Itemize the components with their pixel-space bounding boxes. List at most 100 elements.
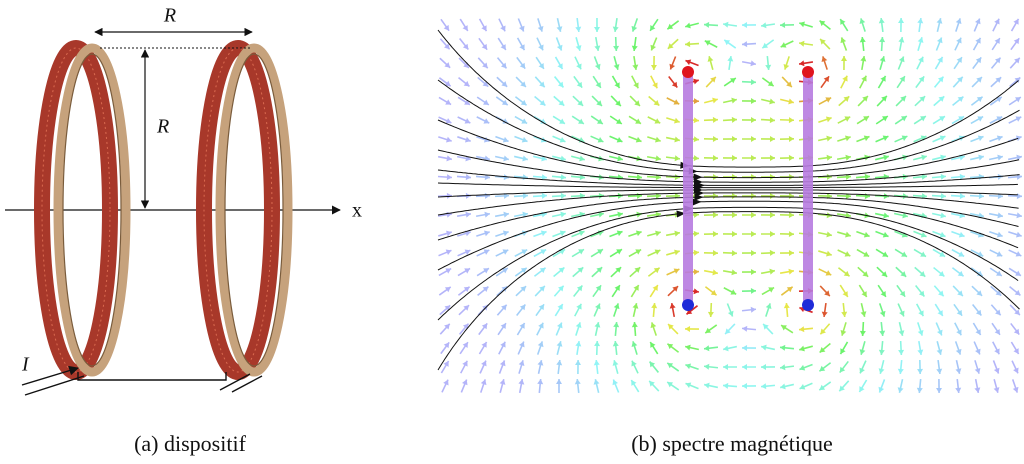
field-line bbox=[437, 192, 1019, 216]
arrow-head bbox=[617, 155, 623, 162]
arrow-shaft bbox=[439, 57, 451, 69]
arrow-shaft bbox=[970, 115, 984, 125]
arrow-head bbox=[616, 230, 623, 237]
field-arrow bbox=[631, 341, 638, 355]
field-arrow bbox=[667, 38, 679, 50]
arrow-head bbox=[560, 192, 566, 199]
field-arrow bbox=[836, 154, 852, 161]
arrow-head bbox=[1016, 154, 1022, 161]
arrow-head bbox=[939, 251, 946, 257]
arrow-head bbox=[445, 99, 452, 105]
arrow-shaft bbox=[951, 115, 965, 125]
arrow-head bbox=[920, 251, 926, 257]
field-arrow bbox=[932, 230, 946, 238]
arrow-head bbox=[596, 118, 603, 124]
field-arrow bbox=[665, 136, 681, 143]
field-arrow bbox=[972, 322, 982, 336]
arrow-head bbox=[996, 251, 1003, 257]
arrow-head bbox=[729, 78, 736, 84]
arrow-head bbox=[916, 387, 923, 393]
arrow-head bbox=[461, 379, 468, 386]
arrow-head bbox=[481, 43, 488, 50]
field-arrow bbox=[592, 284, 602, 298]
field-arrow bbox=[667, 323, 679, 335]
field-arrow bbox=[895, 95, 907, 107]
current-label: I bbox=[21, 354, 30, 376]
field-arrow bbox=[590, 135, 604, 143]
arrow-head bbox=[939, 231, 946, 238]
arrow-head bbox=[462, 360, 468, 367]
arrow-head bbox=[652, 285, 658, 291]
arrow-head bbox=[975, 309, 982, 316]
field-arrow bbox=[722, 116, 738, 123]
field-arrow bbox=[760, 173, 776, 180]
arrow-shaft bbox=[973, 18, 981, 32]
arrow-head bbox=[742, 22, 748, 29]
arrow-head bbox=[761, 344, 767, 351]
arrow-head bbox=[864, 193, 870, 200]
arrow-head bbox=[503, 155, 509, 162]
field-arrow bbox=[991, 37, 1001, 51]
arrow-head bbox=[762, 42, 769, 49]
arrow-head bbox=[615, 267, 622, 273]
field-arrow bbox=[879, 321, 886, 337]
field-arrow bbox=[609, 230, 623, 238]
field-arrow bbox=[726, 303, 734, 317]
arrow-head bbox=[978, 154, 984, 161]
field-arrow bbox=[914, 266, 926, 278]
arrow-head bbox=[522, 211, 528, 218]
field-arrow bbox=[741, 98, 757, 105]
arrow-head bbox=[767, 80, 774, 87]
field-arrow bbox=[722, 21, 738, 28]
arrow-head bbox=[1016, 173, 1022, 180]
field-arrow bbox=[836, 193, 852, 200]
field-arrow bbox=[630, 284, 640, 298]
arrow-head bbox=[597, 137, 604, 143]
field-arrow bbox=[650, 322, 658, 336]
field-arrow bbox=[955, 359, 962, 375]
field-arrow bbox=[898, 17, 905, 33]
field-arrow bbox=[575, 37, 582, 51]
field-arrow bbox=[666, 117, 680, 124]
arrow-shaft bbox=[437, 213, 453, 217]
field-arrow bbox=[932, 248, 946, 258]
arrow-head bbox=[956, 309, 963, 316]
arrow-shaft bbox=[969, 194, 985, 198]
field-arrow bbox=[439, 38, 451, 50]
arrow-head bbox=[996, 231, 1003, 238]
arrow-shaft bbox=[970, 267, 984, 277]
field-arrow bbox=[954, 341, 962, 355]
arrow-head bbox=[464, 99, 470, 105]
arrow-shaft bbox=[498, 341, 506, 355]
arrow-head bbox=[995, 96, 1002, 103]
field-arrow bbox=[476, 267, 490, 277]
field-line bbox=[437, 29, 1019, 168]
arrow-head bbox=[727, 56, 734, 62]
arrow-shaft bbox=[935, 322, 943, 336]
arrow-head bbox=[559, 249, 566, 255]
arrow-head bbox=[465, 230, 471, 237]
arrow-head bbox=[574, 379, 581, 385]
field-arrow bbox=[856, 135, 870, 143]
arrow-shaft bbox=[518, 378, 524, 394]
arrow-head bbox=[750, 79, 756, 86]
field-arrow bbox=[972, 37, 982, 51]
field-arrow bbox=[722, 250, 738, 257]
arrow-head bbox=[780, 383, 786, 390]
field-arrow bbox=[779, 344, 795, 351]
arrow-head bbox=[977, 116, 984, 122]
arrow-head bbox=[1012, 386, 1019, 393]
field-arrow bbox=[741, 41, 757, 48]
arrow-head bbox=[799, 345, 805, 352]
arrow-shaft bbox=[496, 285, 508, 297]
arrow-head bbox=[539, 99, 546, 106]
field-line bbox=[437, 189, 1018, 198]
arrow-head bbox=[859, 37, 866, 43]
arrow-head bbox=[975, 329, 981, 335]
arrow-head bbox=[917, 18, 924, 24]
arrow-head bbox=[727, 310, 734, 317]
arrow-shaft bbox=[515, 285, 527, 297]
field-arrow bbox=[741, 79, 757, 86]
arrow-shaft bbox=[1010, 37, 1020, 51]
field-arrow bbox=[650, 75, 658, 89]
